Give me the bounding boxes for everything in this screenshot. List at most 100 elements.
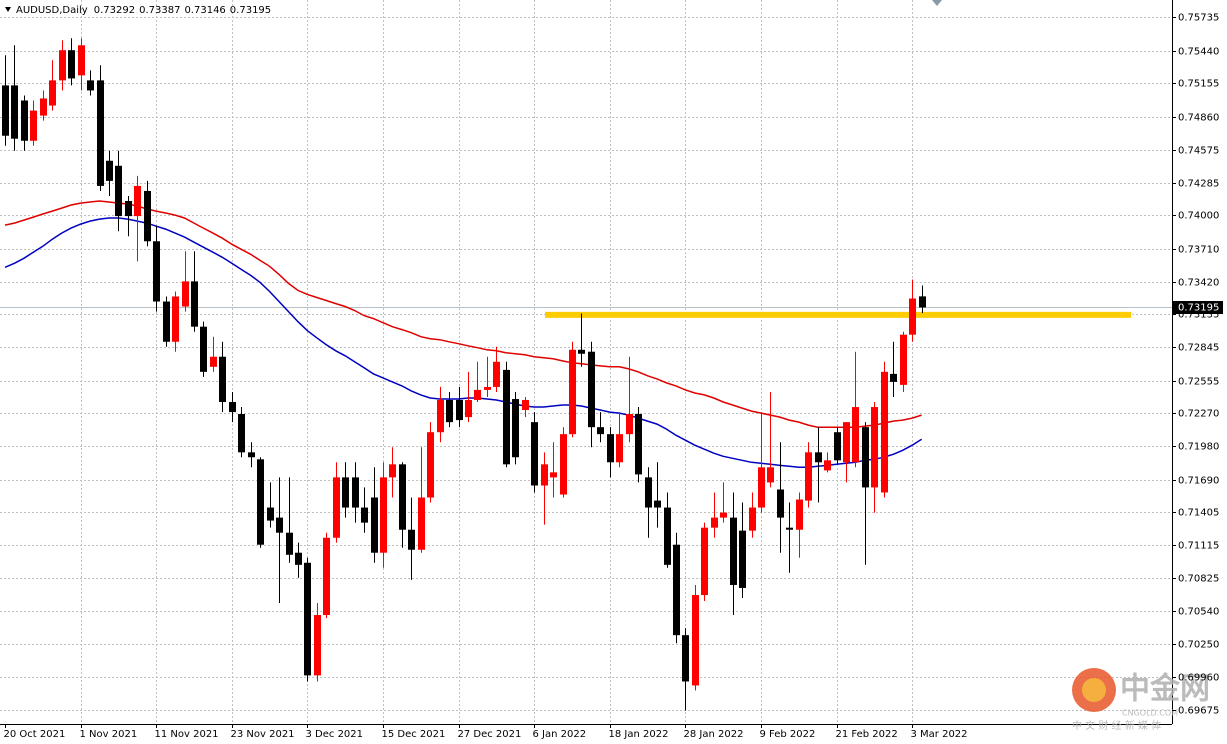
candle-body [295, 552, 302, 565]
candle-body [569, 349, 576, 435]
candle-body [380, 477, 387, 553]
open-value: 0.73292 [94, 5, 135, 16]
y-tick-label: 0.69960 [1178, 673, 1219, 684]
candle-body [635, 414, 642, 475]
x-tick-label: 6 Jan 2022 [533, 729, 587, 740]
x-tick-label: 3 Mar 2022 [911, 729, 968, 740]
moving-average [4, 200, 922, 428]
watermark-tagline: 中 文 财 经 新 媒 体 [1072, 719, 1161, 732]
candle-body [68, 50, 75, 79]
candle-body [97, 80, 104, 186]
watermark: 中金网 CNGOLD.COM 中 文 财 经 新 媒 体 [1072, 668, 1210, 732]
candle-body [654, 500, 661, 508]
candle-body [701, 527, 708, 596]
y-tick-label: 0.71115 [1178, 541, 1219, 552]
candle-body [144, 190, 151, 242]
current-price-label: 0.73195 [1178, 303, 1219, 314]
candle-body [465, 399, 472, 418]
x-tick-label: 23 Nov 2021 [231, 729, 295, 740]
candle-body [333, 477, 340, 538]
candle-body [352, 477, 359, 508]
candle-body [134, 185, 141, 217]
candle-body [503, 369, 510, 465]
candle-body [248, 452, 255, 458]
y-tick-label: 0.73135 [1178, 310, 1219, 321]
y-tick-label: 0.71405 [1178, 508, 1219, 519]
candle-body [749, 507, 756, 531]
candle-body [286, 532, 293, 555]
candle-body [626, 414, 633, 435]
candle-body [399, 464, 406, 530]
candle-body [786, 527, 793, 530]
candle-body [172, 296, 179, 342]
grid [0, 0, 1172, 724]
x-tick-label: 15 Dec 2021 [382, 729, 446, 740]
candle-body [229, 402, 236, 413]
y-tick-label: 0.70540 [1178, 607, 1219, 618]
candle-body [219, 356, 226, 403]
scroll-marker [932, 0, 942, 6]
chart-header: AUDUSD,Daily 0.73292 0.73387 0.73146 0.73195 [16, 5, 271, 16]
candle-body [909, 298, 916, 335]
candle-body [843, 422, 850, 463]
candle-body [304, 562, 311, 676]
candle-body [408, 529, 415, 550]
candle-body [267, 507, 274, 521]
x-tick-label: 3 Dec 2021 [306, 729, 364, 740]
candle-body [711, 517, 718, 528]
low-value: 0.73146 [184, 5, 225, 16]
close-value: 0.73195 [230, 5, 271, 16]
candle-body [805, 452, 812, 501]
candle-body [21, 100, 28, 141]
candle-body [834, 432, 841, 461]
candle-body [210, 356, 217, 367]
candle-body [115, 165, 122, 217]
candle-body [664, 507, 671, 565]
candle-body [645, 477, 652, 508]
candle-body [106, 160, 113, 181]
candle-body [673, 544, 680, 636]
candle-body [182, 281, 189, 307]
candle-body [919, 296, 926, 308]
candle-body [342, 477, 349, 508]
current-price-box [1173, 301, 1223, 314]
watermark-name: 中金网 [1120, 672, 1210, 707]
candle-body [153, 241, 160, 302]
symbol-menu [5, 7, 11, 12]
candle-body [314, 615, 321, 676]
y-tick-label: 0.72845 [1178, 343, 1219, 354]
candle-body [531, 422, 538, 486]
y-tick-label: 0.73710 [1178, 245, 1219, 256]
candle-body [767, 467, 774, 483]
candle-body [522, 399, 529, 411]
x-tick-label: 18 Jan 2022 [609, 729, 669, 740]
candle-body [276, 517, 283, 533]
candle-body [163, 301, 170, 342]
candle-body [862, 427, 869, 488]
candle-body [371, 497, 378, 553]
y-tick-label: 0.70825 [1178, 574, 1219, 585]
y-tick-label: 0.72270 [1178, 409, 1219, 420]
candle-body [257, 459, 264, 545]
candle-body [730, 517, 737, 585]
candle-body [597, 427, 604, 435]
x-tick-label: 9 Feb 2022 [760, 729, 816, 740]
y-tick-label: 0.71980 [1178, 442, 1219, 453]
x-tick-label: 1 Nov 2021 [80, 729, 138, 740]
candle-body [739, 530, 746, 588]
candle-body [824, 460, 831, 471]
x-tick-label: 27 Dec 2021 [458, 729, 522, 740]
candle-body [87, 80, 94, 91]
candle-body [238, 414, 245, 453]
y-tick-label: 0.74285 [1178, 179, 1219, 190]
candle-body [541, 464, 548, 486]
candle-body [191, 281, 198, 327]
candle-body [474, 389, 481, 400]
candle-body [550, 472, 557, 478]
watermark-logo-inner [1082, 678, 1106, 702]
candle-body [777, 489, 784, 518]
candle-body [758, 467, 765, 508]
candle-body [11, 85, 18, 139]
